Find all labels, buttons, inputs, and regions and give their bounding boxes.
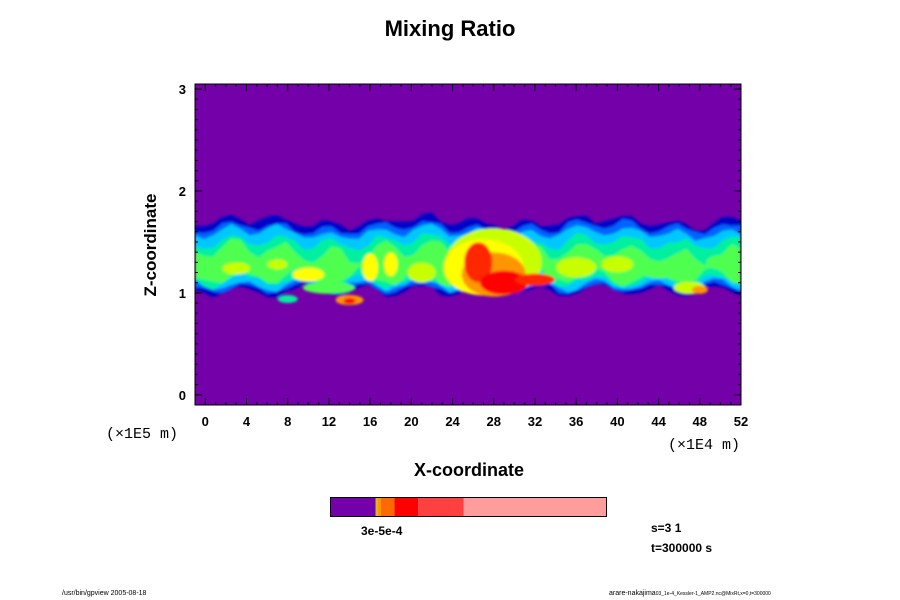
y-tick-label: 0 [179, 388, 186, 403]
plot-frame [194, 83, 742, 406]
core-tail [514, 273, 555, 286]
x-axis-label: X-coordinate [413, 460, 524, 480]
x-tick-label: 8 [284, 414, 291, 429]
colorbar-segment-4 [380, 497, 395, 517]
colorbar-segment-3 [377, 497, 381, 517]
x-tick-label: 28 [487, 414, 501, 429]
x-axis-scale-note: (×1E4 m) [668, 437, 741, 454]
x-tick-label: 0 [202, 414, 209, 429]
colorbar-segment-7 [463, 497, 607, 517]
time-label: t=300000 s [651, 541, 713, 555]
footer-source-file: 03_1e-4_Kessler-1_AMP2.nc@MixRt,x=0,t=30… [655, 591, 771, 597]
cloud-field [195, 212, 741, 306]
x-tick-label: 20 [404, 414, 418, 429]
footer-source: arare-nakajima03_1e-4_Kessler-1_AMP2.nc@… [609, 590, 771, 597]
footer-command: /usr/bin/gpview 2005-08-18 [62, 590, 147, 597]
cloud-cell-4 [302, 281, 355, 294]
colorbar-tick-label: 3e-5e-4 [361, 524, 403, 538]
y-tick-label: 2 [179, 184, 186, 199]
x-tick-label: 52 [734, 414, 748, 429]
y-axis-label: Z-coordinate [141, 193, 160, 297]
colorbar [330, 497, 607, 517]
cloud-cell-13 [640, 262, 677, 279]
y-axis-scale-note: (×1E5 m) [106, 426, 179, 443]
colorbar-segment-5 [394, 497, 419, 517]
cloud-cell-10 [407, 262, 436, 283]
cloud-cell-6 [343, 298, 356, 305]
cloud-cell-9 [383, 252, 398, 277]
x-tick-label: 16 [363, 414, 377, 429]
colorbar-frame [330, 497, 607, 517]
x-tick-label: 12 [322, 414, 336, 429]
cloud-cell-11 [556, 257, 597, 278]
x-tick-label: 32 [528, 414, 542, 429]
cloud-cell-7 [277, 295, 298, 304]
cloud-cell-15 [691, 285, 708, 294]
footer-source-main: arare-nakajima [609, 590, 656, 597]
s-value-label: s=3 1 [651, 521, 682, 535]
core-contour-4 [464, 242, 493, 283]
cloud-cell-1 [222, 262, 251, 275]
y-tick-label: 1 [179, 286, 186, 301]
x-tick-label: 44 [651, 414, 666, 429]
x-tick-label: 48 [693, 414, 707, 429]
colorbar-segment-1 [330, 497, 376, 517]
cloud-cell-16 [706, 255, 735, 270]
chart-title: Mixing Ratio [384, 16, 516, 41]
colorbar-segment-2 [375, 497, 378, 517]
x-tick-label: 24 [445, 414, 460, 429]
x-tick-label: 4 [243, 414, 251, 429]
cloud-cell-12 [601, 256, 634, 273]
core-contour-5 [480, 270, 529, 295]
cloud-cell-3 [292, 267, 325, 282]
cloud-cell-2 [267, 259, 288, 270]
y-tick-label: 3 [179, 82, 186, 97]
x-tick-label: 40 [610, 414, 624, 429]
x-tick-label: 36 [569, 414, 583, 429]
cloud-cell-8 [362, 253, 379, 282]
colorbar-segment-6 [418, 497, 464, 517]
